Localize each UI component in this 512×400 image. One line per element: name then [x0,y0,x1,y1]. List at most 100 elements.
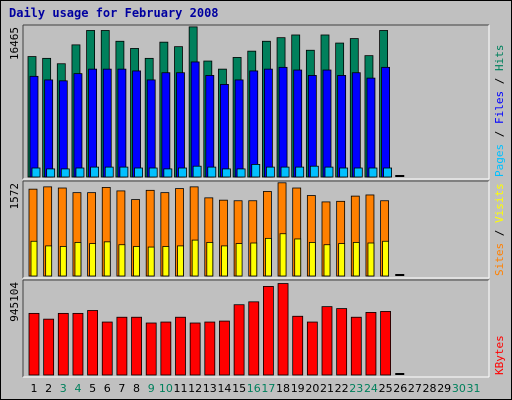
kbytes-bar-day-2 [43,318,55,376]
files-bar-day-9 [146,79,156,178]
visits-bar-day-12 [191,239,199,277]
pages-bar-day-10 [163,168,173,178]
visits-bar-day-24 [367,242,375,277]
visits-bar-day-2 [45,245,53,277]
files-bar-day-5 [88,68,97,178]
x-tick-label-day-24: 24 [364,382,378,395]
x-tick-label-day-14: 14 [217,382,231,395]
visits-bar-day-10 [162,246,170,277]
visits-bar-day-3 [59,246,67,277]
files-bar-day-8 [132,70,141,178]
files-bar-day-6 [102,68,112,178]
kbytes-bar-day-17 [262,286,274,376]
visits-bar-day-7 [118,244,126,277]
files-bar-day-25 [381,66,391,178]
pages-bar-day-3 [60,168,70,178]
panel-2-legend: Sites / Visits [493,183,506,276]
files-bar-day-18 [278,66,288,178]
pages-bar-day-9 [148,167,158,178]
x-tick-label-day-22: 22 [335,382,349,395]
visits-bar-day-23 [352,242,360,277]
pages-bar-day-20 [309,165,319,178]
kbytes-bar-day-23 [350,316,362,376]
pages-bar-day-7 [119,166,129,178]
files-bar-day-10 [161,72,171,178]
legend-part-1: KBytes [493,335,506,375]
x-tick-label-day-29: 29 [437,382,451,395]
files-bar-day-4 [73,73,83,178]
panel-1-max-label: 16465 [8,27,21,60]
x-tick-label-day-6: 6 [104,382,111,395]
kbytes-bar-day-9 [145,322,157,376]
x-tick-label-day-3: 3 [60,382,67,395]
files-bar-day-20 [307,75,317,178]
pages-bar-day-24 [368,167,378,178]
kbytes-bar-day-8 [131,316,142,376]
files-bar-day-23 [351,72,361,178]
visits-bar-day-15 [235,243,243,277]
kbytes-bar-day-7 [116,316,128,376]
chart-title: Daily usage for February 2008 [9,6,219,20]
pages-bar-day-2 [46,168,56,178]
x-tick-label-day-23: 23 [349,382,363,395]
legend-part-2: / [493,223,506,243]
kbytes-bar-day-11 [175,316,186,376]
x-tick-label-day-8: 8 [133,382,140,395]
kbytes-bar-day-25 [380,311,392,376]
kbytes-bar-day-20 [306,321,318,376]
files-bar-day-19 [293,69,303,178]
visits-bar-day-17 [264,237,272,277]
x-tick-label-day-25: 25 [379,382,393,395]
x-tick-label-day-17: 17 [261,382,275,395]
panel-1-end-marker [395,175,405,177]
x-tick-label-day-28: 28 [423,382,437,395]
pages-bar-day-14 [222,168,231,178]
pages-bar-day-5 [90,166,99,178]
visits-bar-day-6 [103,241,111,277]
legend-part-4: / [493,71,506,91]
visits-bar-day-11 [177,245,184,277]
pages-bar-day-12 [192,165,202,178]
kbytes-bar-day-3 [57,312,69,376]
x-tick-label-day-13: 13 [203,382,217,395]
legend-part-1: Pages [493,144,506,177]
pages-bar-day-17 [265,166,275,178]
files-bar-day-22 [337,75,347,178]
x-tick-label-day-11: 11 [174,382,188,395]
files-bar-day-1 [29,75,39,178]
files-bar-day-24 [366,77,376,178]
files-bar-day-2 [44,79,54,178]
kbytes-bar-day-19 [292,315,304,376]
kbytes-bar-day-10 [160,321,172,376]
files-bar-day-15 [234,79,244,178]
visits-bar-day-5 [89,243,96,277]
x-tick-label-day-2: 2 [45,382,52,395]
x-tick-label-day-31: 31 [467,382,481,395]
x-tick-label-day-21: 21 [320,382,334,395]
visits-bar-day-4 [74,242,82,277]
kbytes-bar-day-14 [219,320,230,376]
visits-bar-day-14 [221,245,228,277]
kbytes-bar-day-24 [365,312,377,376]
panel-3-legend: KBytes [493,335,506,375]
files-bar-day-14 [220,84,229,178]
pages-bar-day-8 [134,167,143,178]
x-tick-label-day-7: 7 [118,382,125,395]
files-bar-day-21 [322,69,332,178]
x-tick-label-day-20: 20 [305,382,319,395]
panel-2-end-marker [395,274,405,276]
panel-3-max-label: 945104 [8,282,21,322]
pages-bar-day-11 [178,167,187,178]
pages-bar-day-4 [75,167,85,178]
visits-bar-day-25 [382,240,390,277]
x-tick-label-day-4: 4 [74,382,81,395]
files-bar-day-17 [263,68,273,178]
pages-bar-day-18 [280,166,290,178]
pages-bar-day-6 [104,166,114,178]
pages-bar-day-19 [295,166,305,178]
legend-part-2: / [493,124,506,144]
visits-bar-day-18 [279,233,287,277]
x-tick-label-day-9: 9 [148,382,155,395]
panel-2-max-label: 1572 [8,183,21,210]
